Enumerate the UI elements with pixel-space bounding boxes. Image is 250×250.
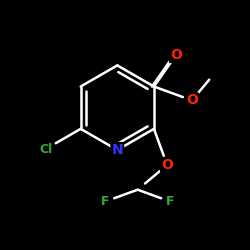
Text: N: N — [112, 143, 123, 157]
Text: F: F — [101, 195, 109, 208]
Text: O: O — [170, 48, 182, 62]
Text: O: O — [186, 93, 198, 107]
Text: O: O — [161, 158, 173, 172]
Text: F: F — [166, 195, 174, 208]
Text: Cl: Cl — [39, 142, 52, 156]
